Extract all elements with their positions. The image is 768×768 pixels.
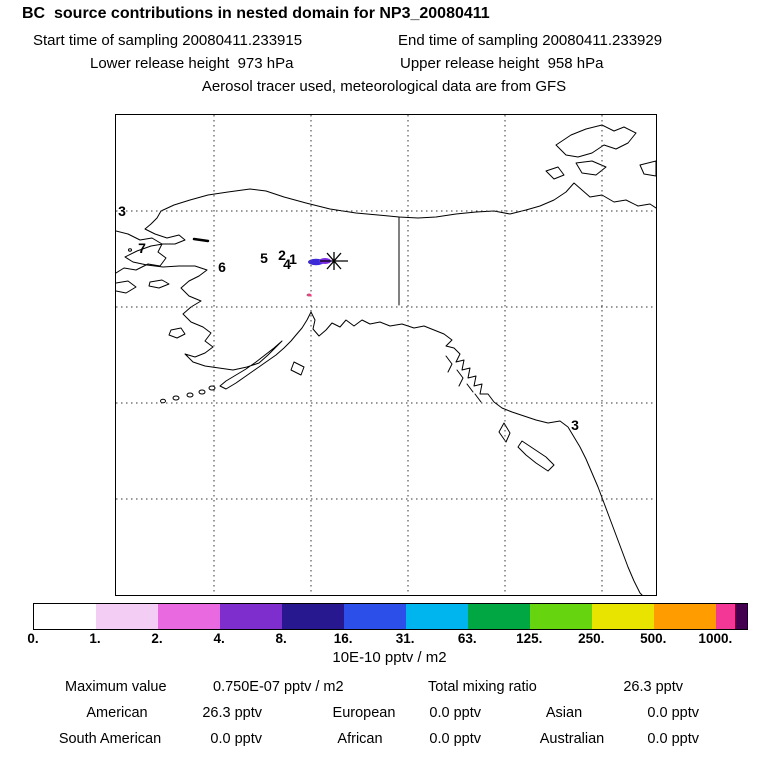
lower-release-height-text: Lower release height 973 hPa bbox=[90, 55, 294, 72]
colorbar-tick-label: 31. bbox=[395, 631, 415, 646]
upper-release-height-text: Upper release height 958 hPa bbox=[400, 55, 604, 72]
receptor-marker-5: 5 bbox=[260, 250, 268, 266]
colorbar-tick-label: 1. bbox=[89, 631, 101, 646]
colorbar-segment bbox=[406, 604, 469, 629]
colorbar-segment bbox=[158, 604, 221, 629]
colorbar-tick-label: 63. bbox=[457, 631, 477, 646]
lake-dash bbox=[192, 237, 210, 243]
colorbar-segment bbox=[734, 604, 747, 629]
island-aleutian bbox=[208, 385, 216, 391]
map-canvas: 3 7 6 5 2 14 3 bbox=[116, 115, 656, 595]
island-arctic-a bbox=[555, 124, 637, 158]
receptor-marker-3: 3 bbox=[118, 203, 126, 219]
receptor-marker-4: 4 bbox=[283, 256, 291, 272]
region-label-african: African bbox=[337, 731, 383, 747]
colorbar bbox=[33, 603, 748, 630]
coastline-west-south bbox=[124, 210, 643, 595]
colorbar-segment bbox=[282, 604, 345, 629]
receptor-marker-1: 1 bbox=[289, 251, 297, 267]
colorbar-segment bbox=[468, 604, 531, 629]
island-aleutian bbox=[160, 398, 166, 404]
colorbar-segment bbox=[716, 604, 735, 629]
colorbar-tick-label: 2. bbox=[151, 631, 163, 646]
colorbar-segment bbox=[654, 604, 717, 629]
island-aleutian bbox=[186, 392, 194, 398]
island-arctic-d bbox=[545, 166, 565, 180]
region-value-south-american: 0.0 pptv bbox=[210, 731, 262, 747]
island-arctic-b bbox=[575, 160, 607, 176]
colorbar-segment bbox=[96, 604, 159, 629]
region-label-american: American bbox=[86, 705, 148, 721]
island-kodiak bbox=[290, 361, 305, 376]
region-value-european: 0.0 pptv bbox=[429, 705, 481, 721]
tracer-met-text: Aerosol tracer used, meteorological data… bbox=[201, 78, 567, 95]
colorbar-segment bbox=[34, 604, 97, 629]
start-time-text: Start time of sampling 20080411.233915 bbox=[33, 32, 303, 49]
end-time-text: End time of sampling 20080411.233929 bbox=[398, 32, 663, 49]
receptor-marker-2: 2 bbox=[278, 247, 286, 263]
max-value-label: Maximum value bbox=[65, 679, 167, 695]
region-value-african: 0.0 pptv bbox=[429, 731, 481, 747]
island-haida-gwaii bbox=[498, 422, 511, 443]
region-label-european: European bbox=[332, 705, 396, 721]
colorbar-ticks: 0. 1. 2. 4. 8. 16. 31. 63. 125. 250. 500. 1000. bbox=[27, 631, 746, 648]
colorbar-segment bbox=[344, 604, 407, 629]
colorbar-tick-label: 1000. bbox=[698, 631, 733, 646]
colorbar-segment bbox=[530, 604, 593, 629]
island-aleutian bbox=[198, 389, 206, 395]
region-label-australian: Australian bbox=[539, 731, 605, 747]
receptor-marker-7: 7 bbox=[138, 240, 146, 256]
colorbar-tick-label: 16. bbox=[333, 631, 353, 646]
region-value-asian: 0.0 pptv bbox=[647, 705, 699, 721]
island-diomede bbox=[128, 248, 132, 252]
receptor-marker-6: 6 bbox=[218, 259, 226, 275]
region-label-south-american: South American bbox=[58, 731, 162, 747]
total-mixing-ratio-value: 26.3 pptv bbox=[623, 679, 683, 695]
colorbar-tick-label: 125. bbox=[516, 631, 543, 646]
coastline-chukotka bbox=[116, 230, 167, 274]
island-arctic-c bbox=[639, 160, 656, 177]
island-vancouver bbox=[517, 440, 555, 472]
page-title: BC source contributions in nested domain… bbox=[22, 5, 490, 22]
islands-alexander-archipelago bbox=[445, 355, 482, 403]
colorbar-tick-label: 250. bbox=[578, 631, 605, 646]
coastlines bbox=[116, 124, 656, 595]
region-value-american: 26.3 pptv bbox=[202, 705, 262, 721]
region-label-asian: Asian bbox=[545, 705, 583, 721]
total-mixing-ratio-label: Total mixing ratio bbox=[428, 679, 537, 695]
colorbar-tick-label: 500. bbox=[640, 631, 667, 646]
colorbar-units-label: 10E-10 pptv / m2 bbox=[332, 649, 447, 666]
colorbar-tick-label: 4. bbox=[213, 631, 225, 646]
max-value: 0.750E-07 pptv / m2 bbox=[213, 679, 344, 695]
coastline-arctic bbox=[160, 182, 656, 219]
island-aleutian bbox=[172, 395, 180, 401]
receptor-marker-3: 3 bbox=[571, 417, 579, 433]
colorbar-segment bbox=[220, 604, 283, 629]
colorbar-tick-label: 8. bbox=[275, 631, 287, 646]
coastline-chukotka-2 bbox=[116, 280, 137, 294]
colorbar-tick-label: 0. bbox=[27, 631, 39, 646]
region-value-australian: 0.0 pptv bbox=[647, 731, 699, 747]
island-st-lawrence bbox=[148, 279, 170, 289]
plume-contribution-ellipse bbox=[306, 293, 312, 297]
colorbar-segment bbox=[592, 604, 655, 629]
island-nunivak bbox=[168, 327, 186, 339]
